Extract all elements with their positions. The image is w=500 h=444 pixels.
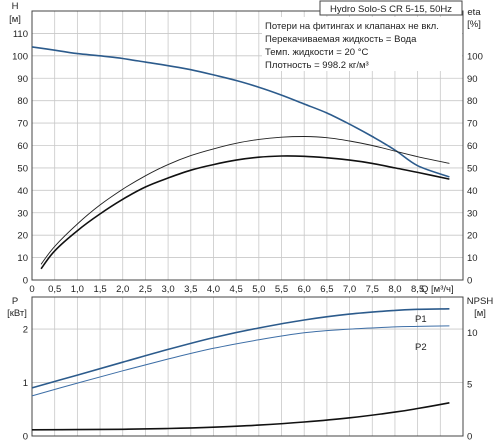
notes-box (262, 17, 462, 71)
axis-label-p: P (12, 296, 18, 307)
x-tick-label: 8,5 (411, 284, 424, 295)
top-right-tick-label: 100 (467, 51, 483, 62)
top-right-tick-label: 50 (467, 163, 478, 174)
bottom-right-tick-label: 5 (467, 380, 472, 391)
top-right-tick-label: 90 (467, 74, 478, 85)
x-tick-label: 6,0 (298, 284, 311, 295)
top-left-tick-label: 40 (17, 186, 28, 197)
top-left-tick-label: 80 (17, 96, 28, 107)
title-box (319, 0, 463, 16)
top-right-tick-label: 40 (467, 186, 478, 197)
bottom-series-line-1 (31, 325, 450, 397)
axis-label-eta-unit: [%] (467, 19, 481, 30)
bottom-plot-frame (31, 296, 464, 437)
top-plot-frame (31, 10, 464, 281)
axis-label-h-unit: [м] (9, 14, 21, 25)
x-tick-label: 6,5 (320, 284, 333, 295)
top-left-tick-label: 70 (17, 119, 28, 130)
top-right-tick-label: 80 (467, 96, 478, 107)
x-tick-label: 4,0 (207, 284, 220, 295)
top-left-tick-label: 60 (17, 141, 28, 152)
bottom-gridlines (32, 297, 463, 437)
top-left-tick-label: 20 (17, 231, 28, 242)
bottom-right-tick-label: 0 (467, 432, 472, 443)
x-tick-label: 3,5 (184, 284, 197, 295)
bottom-right-tick-label: 10 (467, 328, 478, 339)
x-tick-label: 5,0 (252, 284, 265, 295)
series-label-p2: P2 (415, 342, 427, 353)
x-tick-label: 2,0 (116, 284, 129, 295)
x-tick-label: 2,5 (139, 284, 152, 295)
bottom-left-tick-label: 1 (23, 378, 28, 389)
top-right-tick-label: 60 (467, 141, 478, 152)
x-tick-label: 0 (29, 284, 34, 295)
top-left-tick-label: 100 (12, 51, 28, 62)
top-series-line-2 (40, 155, 450, 270)
chart-title: Hydro Solo-S CR 5-15, 50Hz (330, 4, 452, 15)
bottom-left-tick-label: 2 (23, 325, 28, 336)
top-tick-labels: 0 10 20 30 40 50 60 70 80 90 100 110 0 10 20 30 40 50 60 70… (12, 29, 483, 295)
top-right-tick-label: 20 (467, 231, 478, 242)
top-right-tick-label: 70 (467, 119, 478, 130)
x-tick-label: 1,5 (93, 284, 106, 295)
x-tick-label: 3,0 (161, 284, 174, 295)
top-left-tick-label: 30 (17, 208, 28, 219)
bottom-tick-labels: 0 1 2 0 5 10 (23, 325, 478, 443)
top-series-lines (31, 46, 450, 270)
axis-label-npsh: NPSH (467, 296, 494, 307)
x-tick-label: 7,5 (366, 284, 379, 295)
top-left-tick-label: 10 (17, 253, 28, 264)
x-tick-label: 4,5 (230, 284, 243, 295)
axis-label-eta: eta (467, 7, 481, 18)
bottom-series-lines (31, 308, 450, 431)
top-right-tick-label: 10 (467, 253, 478, 264)
top-left-tick-label: 110 (13, 29, 28, 40)
axis-label-q: Q [м³/ч] (421, 284, 454, 295)
top-right-tick-label: 0 (467, 276, 472, 287)
x-tick-label: 0,5 (48, 284, 61, 295)
bottom-left-tick-label: 0 (23, 432, 28, 443)
x-tick-label: 7,0 (343, 284, 356, 295)
top-left-tick-label: 0 (23, 276, 28, 287)
top-left-tick-label: 90 (17, 74, 28, 85)
axis-label-p-unit: [кВт] (7, 308, 27, 319)
top-right-tick-label: 30 (467, 208, 478, 219)
note-temperature: Темп. жидкости = 20 °C (265, 47, 368, 58)
x-tick-label: 8,0 (388, 284, 401, 295)
series-label-p1: P1 (415, 314, 427, 325)
note-fittings: Потери на фитингах и клапанах не вкл. (265, 21, 439, 32)
bottom-series-line-0 (31, 308, 450, 389)
axis-label-npsh-unit: [м] (474, 308, 486, 319)
top-series-line-0 (31, 46, 450, 178)
note-liquid: Перекачиваемая жидкость = Вода (265, 34, 417, 45)
x-tick-label: 1,0 (71, 284, 84, 295)
top-left-tick-label: 50 (17, 163, 28, 174)
bottom-series-line-2 (31, 402, 450, 431)
x-tick-label: 5,5 (275, 284, 288, 295)
note-density: Плотность = 998.2 кг/м³ (265, 60, 369, 71)
axis-label-h: H (12, 1, 19, 12)
top-series-line-1 (40, 136, 450, 265)
